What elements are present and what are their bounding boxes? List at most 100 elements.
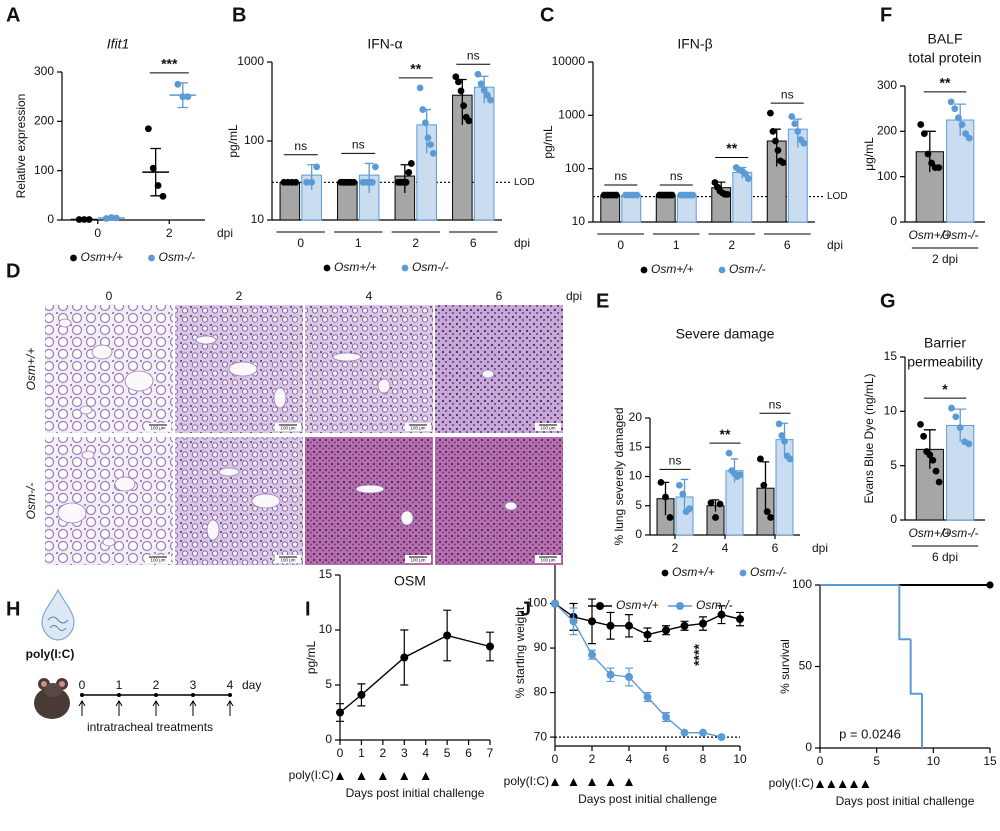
- legend-marker: [640, 266, 648, 274]
- legend-marker: [401, 264, 409, 272]
- data-point: [724, 190, 731, 198]
- data-point: [368, 178, 376, 186]
- column-label: 4: [366, 289, 373, 303]
- bar: [337, 181, 358, 221]
- scale-bar-label: 100 μm: [280, 558, 295, 563]
- y-axis-label: pg/mL: [226, 124, 240, 158]
- y-tick-label: 100: [792, 577, 812, 591]
- survival-step: [898, 585, 911, 641]
- data-point: [947, 98, 955, 106]
- significance-label: **: [720, 426, 731, 442]
- x-tick-label: 0: [337, 746, 344, 760]
- column-unit: dpi: [566, 289, 582, 303]
- legend-marker: [596, 602, 604, 610]
- treatment-arrow: [226, 700, 234, 716]
- data-point: [699, 619, 707, 628]
- y-axis-label: pg/mL: [541, 125, 555, 159]
- x-tick-label: 2: [412, 236, 419, 250]
- histology-image: [305, 305, 433, 433]
- significance-label: ns: [614, 169, 627, 183]
- significance-label: ns: [669, 454, 682, 468]
- data-point: [465, 117, 473, 125]
- x-tick-label: 6: [772, 541, 779, 555]
- y-axis-label: Relative expression: [14, 94, 28, 199]
- chart: Severe damage % lung severely damaged 0 5 10…: [612, 326, 828, 579]
- data-point: [736, 615, 744, 624]
- y-tick-label: 0: [325, 732, 332, 746]
- scale-bar-label: 100 μm: [150, 426, 165, 431]
- airspace: [251, 493, 281, 509]
- data-point: [452, 73, 460, 81]
- x-tick-label: 2: [166, 226, 173, 240]
- y-axis-label: % lung severely damaged: [612, 407, 626, 545]
- data-point: [956, 424, 964, 432]
- data-point: [184, 93, 192, 101]
- data-point: [935, 478, 943, 486]
- data-point: [402, 178, 410, 186]
- data-point: [633, 191, 641, 199]
- y-tick-label: 90: [534, 640, 548, 654]
- y-tick-label: 100: [244, 133, 264, 147]
- data-point: [717, 733, 726, 742]
- y-axis-label: Evans Blue Dye (ng/mL): [862, 373, 876, 503]
- airspace: [91, 344, 113, 360]
- data-point: [760, 481, 768, 489]
- histology-image: [435, 305, 563, 433]
- day-label: 0: [79, 678, 86, 692]
- histology-image: [305, 437, 433, 565]
- data-point: [917, 420, 924, 428]
- chart: IFN-α pg/mL 10 100 1000 LOD ns ns ** ns 0 1 2 6 dpi Osm…: [226, 36, 534, 274]
- data-point: [929, 456, 937, 464]
- data-point: [689, 191, 697, 199]
- y-tick-label: 200: [34, 114, 54, 128]
- data-point: [657, 478, 665, 486]
- data-point: [606, 621, 615, 630]
- error-bar: [364, 162, 374, 193]
- bar: [473, 86, 495, 221]
- chart-title: OSM: [394, 573, 426, 589]
- data-point: [676, 481, 683, 489]
- data-point: [954, 114, 962, 122]
- treatment-marker: [357, 772, 366, 780]
- day-unit: day: [242, 678, 261, 692]
- data-point: [926, 451, 934, 459]
- agent-label: poly(I:C): [26, 647, 75, 661]
- y-tick-label: 100: [527, 596, 547, 610]
- error-bar: [923, 429, 936, 469]
- data-point: [932, 467, 940, 475]
- panel-letter: D: [6, 260, 20, 282]
- x-tick-label: 0: [817, 754, 824, 768]
- panel-letter: A: [6, 4, 20, 26]
- treatment-marker: [861, 780, 870, 788]
- treatment-marker: [588, 778, 596, 786]
- data-point: [421, 119, 429, 127]
- y-tick-label: 1000: [558, 108, 585, 122]
- airspace: [79, 405, 93, 415]
- chart: BALF total protein μg/mL 0 100 200 300 ** Osm+/+…: [862, 31, 985, 266]
- treatment-marker: [625, 778, 633, 786]
- significance-label: ***: [161, 56, 178, 72]
- significance-label: *: [942, 381, 948, 397]
- x-tick-label: 6: [784, 238, 791, 252]
- data-point: [460, 102, 468, 110]
- treatment-marker: [551, 778, 559, 786]
- x-tick-label: 0: [297, 236, 304, 250]
- y-tick-label: 1000: [237, 54, 264, 68]
- data-point: [80, 216, 88, 223]
- treatment-marker: [421, 772, 430, 780]
- data-point: [965, 440, 973, 448]
- data-point: [85, 216, 93, 223]
- data-point: [159, 192, 167, 200]
- data-point: [662, 626, 670, 635]
- day-label: 3: [190, 678, 197, 692]
- end-marker: [986, 581, 994, 589]
- data-point: [336, 708, 344, 717]
- data-point: [149, 164, 157, 172]
- treatment-arrow: [78, 700, 86, 716]
- x-axis-label: dpi: [217, 226, 233, 240]
- treatment-marker: [400, 772, 409, 780]
- data-point: [357, 690, 366, 699]
- scale-bar-box: [145, 423, 171, 431]
- treatment-arrow: [115, 700, 123, 716]
- y-tick-label: 15: [629, 439, 643, 453]
